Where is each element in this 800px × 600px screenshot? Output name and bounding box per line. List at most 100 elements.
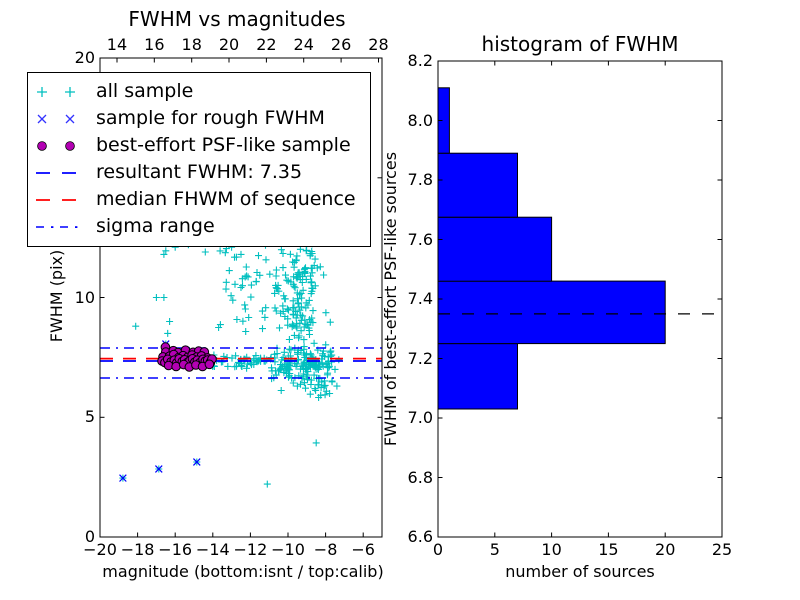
all-sample-point xyxy=(322,341,330,349)
psf-sample-point xyxy=(204,359,215,370)
all-sample-point xyxy=(279,302,287,310)
legend-box: all sample sample for rough FWHM best-ef… xyxy=(27,72,371,247)
all-sample-point xyxy=(307,272,314,280)
all-sample-point xyxy=(217,358,225,366)
histogram-bar xyxy=(437,216,553,282)
all-sample-point xyxy=(309,285,317,292)
all-sample-point xyxy=(290,263,298,271)
all-sample-point xyxy=(320,383,328,391)
legend-entry-psf-sample: best-effort PSF-like sample xyxy=(33,132,370,159)
all-sample-point xyxy=(238,363,246,370)
all-sample-point xyxy=(216,247,224,255)
all-sample-point xyxy=(263,480,271,488)
all-sample-point xyxy=(268,367,276,375)
all-sample-point xyxy=(253,269,261,276)
all-sample-point xyxy=(293,252,301,260)
all-sample-point xyxy=(292,322,300,330)
all-sample-point xyxy=(284,321,292,329)
blue-dashed-line-icon xyxy=(36,171,76,174)
all-sample-point xyxy=(295,332,303,340)
histogram-bar xyxy=(437,152,518,218)
all-sample-point xyxy=(295,303,303,311)
all-sample-point xyxy=(308,248,316,255)
all-sample-point xyxy=(290,304,298,312)
histogram-bar xyxy=(437,343,518,410)
legend-label-sigma-range: sigma range xyxy=(96,215,215,237)
all-sample-point xyxy=(302,264,309,272)
all-sample-point xyxy=(215,324,223,331)
all-sample-point xyxy=(304,301,312,309)
legend-label-resultant-fwhm: resultant FWHM: 7.35 xyxy=(96,161,303,183)
all-sample-point xyxy=(285,361,293,369)
all-sample-point xyxy=(311,385,319,393)
all-sample-point xyxy=(276,324,283,332)
all-sample-point xyxy=(266,270,274,278)
all-sample-point xyxy=(328,358,336,366)
red-dashed-line-icon xyxy=(36,198,76,201)
all-sample-point xyxy=(242,263,250,271)
all-sample-point xyxy=(297,290,305,297)
legend-entry-all-sample: all sample xyxy=(33,78,370,105)
all-sample-point xyxy=(287,346,295,354)
all-sample-point xyxy=(319,347,327,355)
all-sample-point xyxy=(152,294,160,301)
all-sample-point xyxy=(294,300,302,308)
all-sample-point xyxy=(262,304,270,312)
all-sample-point xyxy=(242,328,250,335)
all-sample-point xyxy=(321,381,329,389)
all-sample-point xyxy=(160,250,168,258)
all-sample-point xyxy=(285,373,292,381)
all-sample-point xyxy=(292,314,300,322)
all-sample-point xyxy=(306,390,314,398)
all-sample-point xyxy=(322,360,330,368)
all-sample-point xyxy=(296,306,304,314)
all-sample-point xyxy=(305,361,313,369)
all-sample-point xyxy=(307,351,315,359)
all-sample-point xyxy=(310,339,318,347)
all-sample-point xyxy=(279,354,287,361)
all-sample-point xyxy=(307,318,315,326)
all-sample-point xyxy=(299,312,307,320)
all-sample-point xyxy=(308,278,316,286)
all-sample-point xyxy=(322,309,330,317)
all-sample-point xyxy=(297,327,305,335)
all-sample-point xyxy=(305,324,313,332)
all-sample-point xyxy=(275,287,283,295)
all-sample-point xyxy=(164,329,172,337)
all-sample-point xyxy=(307,290,315,298)
histogram-bar xyxy=(437,280,666,345)
all-sample-point xyxy=(258,307,266,315)
all-sample-point xyxy=(245,314,253,321)
all-sample-point xyxy=(333,382,341,390)
all-sample-point xyxy=(302,384,309,392)
blue-dashdot-line-icon xyxy=(36,225,78,228)
all-sample-point xyxy=(223,354,231,361)
all-sample-point xyxy=(300,379,308,387)
all-sample-point xyxy=(285,306,292,314)
all-sample-point xyxy=(221,249,229,257)
all-sample-point xyxy=(261,313,269,321)
all-sample-point xyxy=(238,275,246,283)
all-sample-point xyxy=(247,293,255,301)
all-sample-point xyxy=(307,279,315,287)
all-sample-point xyxy=(324,369,332,377)
all-sample-point xyxy=(279,250,287,257)
all-sample-point xyxy=(285,336,293,343)
all-sample-point xyxy=(285,345,293,353)
all-sample-point xyxy=(303,364,311,372)
all-sample-point xyxy=(244,273,252,281)
all-sample-point xyxy=(262,256,270,264)
all-sample-point xyxy=(293,382,301,390)
legend-label-psf-sample: best-effort PSF-like sample xyxy=(96,134,351,156)
all-sample-point xyxy=(277,246,285,254)
all-sample-point xyxy=(312,386,320,394)
plus-pair-icon xyxy=(37,86,75,97)
all-sample-point xyxy=(272,266,280,274)
all-sample-point xyxy=(293,274,301,282)
all-sample-point xyxy=(132,322,140,330)
all-sample-point xyxy=(331,365,339,373)
all-sample-point xyxy=(271,289,279,297)
all-sample-point xyxy=(284,277,292,285)
